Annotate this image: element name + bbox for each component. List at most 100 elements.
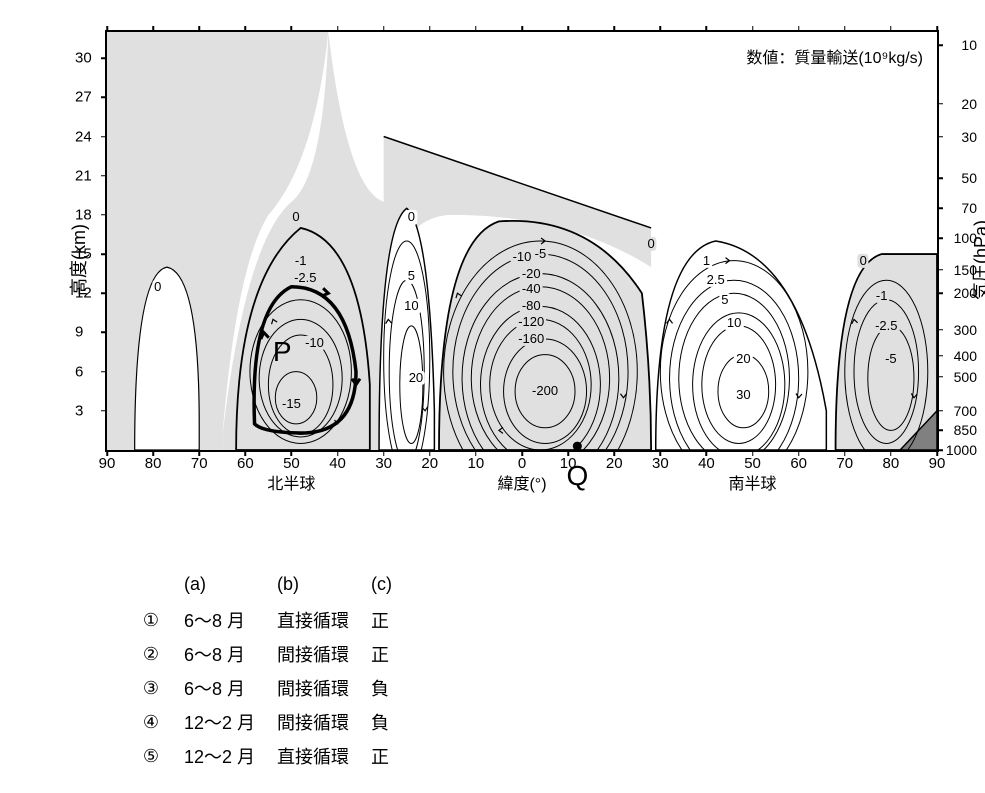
- y-right-tick: 1000: [946, 442, 977, 458]
- y-left-tick: 9: [75, 324, 83, 341]
- table-header: (b): [277, 570, 371, 603]
- table-row: ① 6～8 月 直接循環 正: [140, 603, 414, 637]
- y-right-tick: 10: [961, 37, 977, 53]
- answer-table: (a)(b)(c) ① 6～8 月 直接循環 正 ② 6～8 月 間接循環 正 …: [140, 570, 985, 773]
- y-right-tick: 200: [954, 285, 977, 301]
- row-number: ④: [140, 711, 162, 733]
- contour-label: 10: [402, 299, 420, 313]
- y-right-tick: 50: [961, 170, 977, 186]
- contour-label: -2.5: [873, 319, 899, 333]
- contour-label: -5: [533, 247, 549, 261]
- cell-c: 負: [371, 671, 414, 705]
- marker-P: P: [273, 336, 292, 368]
- cell-a: 6～8 月: [184, 603, 277, 637]
- contour-label: -40: [520, 282, 543, 296]
- y-left-tick: 18: [75, 206, 92, 223]
- y-left-tick: 27: [75, 89, 92, 106]
- y-right-tick: 300: [954, 322, 977, 338]
- x-tick: 60: [790, 455, 807, 472]
- y-right-tick: 400: [954, 348, 977, 364]
- contour-label: -2.5: [292, 270, 318, 284]
- cell-b: 間接循環: [277, 637, 371, 671]
- x-tick: 80: [145, 455, 162, 472]
- contour-label: 5: [719, 293, 730, 307]
- contour-label: -200: [530, 384, 560, 398]
- y-right-tick: 30: [961, 129, 977, 145]
- table-header: (c): [371, 570, 414, 603]
- x-tick: 70: [836, 455, 853, 472]
- y-right-tick: 20: [961, 96, 977, 112]
- contour-label: -15: [280, 397, 303, 411]
- table-row: ② 6～8 月 間接循環 正: [140, 637, 414, 671]
- cell-a: 6～8 月: [184, 671, 277, 705]
- row-number: ⑤: [140, 745, 162, 767]
- contour-label: 5: [406, 269, 417, 283]
- contour-label: 20: [734, 351, 752, 365]
- contour-label: -1: [293, 253, 309, 267]
- x-tick: 90: [929, 455, 946, 472]
- x-tick: 10: [468, 455, 485, 472]
- row-number: ②: [140, 643, 162, 665]
- cell-c: 正: [371, 603, 414, 637]
- y-right-tick: 70: [961, 200, 977, 216]
- table-header: (a): [184, 570, 277, 603]
- contour-label: 30: [734, 388, 752, 402]
- contour-label: 0: [152, 280, 163, 294]
- table-row: ④ 12～2 月 間接循環 負: [140, 705, 414, 739]
- y-left-tick: 30: [75, 50, 92, 67]
- contour-label: -160: [516, 332, 546, 346]
- contour-label: -80: [520, 299, 543, 313]
- cell-a: 12～2 月: [184, 705, 277, 739]
- x-sublabel: 南半球: [729, 470, 777, 494]
- table-row: ⑤ 12～2 月 直接循環 正: [140, 739, 414, 773]
- chart-container: 高度(km) 気圧(hPa) 数値：質量輸送(10⁹kg/s) 36912151…: [70, 20, 985, 500]
- y-right-tick: 700: [954, 403, 977, 419]
- contour-label: 0: [645, 236, 656, 250]
- contour-label: -10: [511, 250, 534, 264]
- cell-c: 正: [371, 739, 414, 773]
- y-left-tick: 15: [75, 246, 92, 263]
- y-left-tick: 12: [75, 285, 92, 302]
- x-tick: 20: [421, 455, 438, 472]
- x-sublabel: 北半球: [267, 470, 315, 494]
- cell-b: 直接循環: [277, 739, 371, 773]
- legend-text: 数値：質量輸送(10⁹kg/s): [746, 44, 923, 68]
- y-left-tick: 24: [75, 128, 92, 145]
- contour-label: -5: [883, 351, 899, 365]
- contour-label: 1: [701, 253, 712, 267]
- table-row: ③ 6～8 月 間接循環 負: [140, 671, 414, 705]
- y-left-tick: 21: [75, 167, 92, 184]
- cell-b: 間接循環: [277, 705, 371, 739]
- contour-label: -10: [303, 336, 326, 350]
- x-tick: 30: [375, 455, 392, 472]
- cell-a: 6～8 月: [184, 637, 277, 671]
- marker-Q: Q: [566, 460, 588, 492]
- row-number: ①: [140, 609, 162, 631]
- cell-c: 正: [371, 637, 414, 671]
- row-number: ③: [140, 677, 162, 699]
- contour-label: 2.5: [705, 273, 727, 287]
- contour-svg: [107, 32, 937, 450]
- x-tick: 80: [883, 455, 900, 472]
- x-sublabel: 緯度(°): [497, 470, 546, 494]
- contour-label: -1: [874, 289, 890, 303]
- cell-c: 負: [371, 705, 414, 739]
- x-tick: 30: [652, 455, 669, 472]
- contour-label: -120: [516, 315, 546, 329]
- y-right-tick: 100: [954, 230, 977, 246]
- contour-label: 0: [406, 210, 417, 224]
- x-tick: 70: [191, 455, 208, 472]
- x-tick: 40: [698, 455, 715, 472]
- x-tick: 60: [237, 455, 254, 472]
- y-right-tick: 500: [954, 369, 977, 385]
- plot-area: 数値：質量輸送(10⁹kg/s) 36912151821242730100085…: [105, 30, 939, 452]
- x-tick: 90: [99, 455, 116, 472]
- contour-label: 10: [725, 316, 743, 330]
- contour-label: -20: [520, 267, 543, 281]
- contour-label: 0: [290, 210, 301, 224]
- x-tick: 20: [606, 455, 623, 472]
- cell-a: 12～2 月: [184, 739, 277, 773]
- y-left-tick: 3: [75, 402, 83, 419]
- y-right-tick: 150: [954, 262, 977, 278]
- x-tick: 40: [329, 455, 346, 472]
